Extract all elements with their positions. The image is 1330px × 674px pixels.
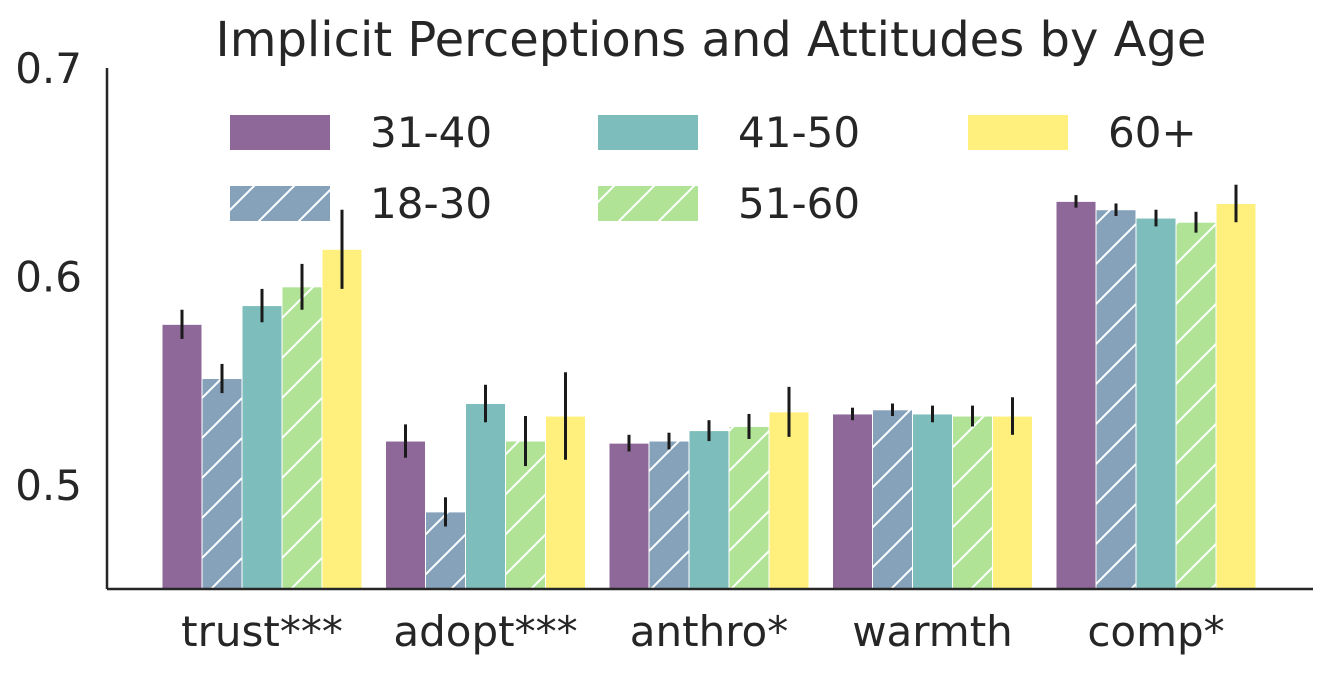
bar-60-warmth (992, 415, 1033, 590)
x-tick-label-warmth: warmth (852, 607, 1013, 656)
legend: 31-40 41-50 60+ 18-30 51-60 (230, 108, 1197, 228)
bar-41-50-comp (1135, 217, 1177, 590)
legend-label-31-40: 31-40 (370, 108, 492, 157)
bar-41-50-warmth (912, 413, 953, 590)
bar-18-30-warmth-hatch (872, 409, 913, 589)
error-bars-group (180, 184, 1238, 527)
x-tick-label-comp: comp* (1087, 607, 1224, 656)
y-tick-label: 0.7 (15, 44, 82, 93)
legend-label-41-50: 41-50 (738, 108, 860, 157)
chart-title: Implicit Perceptions and Attitudes by Ag… (216, 12, 1207, 68)
bar-41-50-trust (241, 305, 283, 590)
bar-60-comp (1215, 202, 1257, 590)
bar-41-50-anthro (688, 430, 730, 590)
legend-swatch-hatch-18-30 (230, 186, 330, 221)
legend-label-60: 60+ (1108, 108, 1197, 157)
bar-51-60-anthro-hatch (729, 426, 769, 589)
legend-label-18-30: 18-30 (370, 179, 492, 228)
x-tick-label-trust: trust*** (181, 607, 343, 656)
bars-group (161, 200, 1257, 590)
y-tick-labels: 0.5 0.6 0.7 (15, 44, 82, 510)
bar-51-60-trust-hatch (282, 286, 322, 589)
legend-swatch-hatch-51-60 (598, 186, 698, 221)
bar-51-60-comp-hatch (1176, 222, 1216, 589)
y-tick-label: 0.6 (15, 252, 82, 301)
bar-18-30-trust-hatch (202, 378, 242, 589)
x-tick-label-adopt: adopt*** (393, 607, 577, 656)
legend-swatch-41-50 (598, 115, 698, 150)
legend-swatch-31-40 (230, 115, 330, 150)
x-tick-labels: trust*** adopt*** anthro* warmth comp* (181, 607, 1225, 656)
bar-51-60-warmth-hatch (952, 416, 993, 589)
bar-31-40-adopt (385, 440, 426, 590)
bar-31-40-comp (1055, 200, 1097, 590)
bar-18-30-comp-hatch (1096, 209, 1136, 589)
bar-60-trust (321, 248, 363, 590)
legend-swatch-60 (968, 115, 1068, 150)
bar-60-anthro (768, 411, 810, 590)
legend-label-51-60: 51-60 (738, 179, 860, 228)
bar-41-50-adopt (465, 403, 506, 590)
bar-31-40-anthro (608, 442, 650, 590)
x-tick-label-anthro: anthro* (630, 607, 788, 656)
bar-31-40-trust (161, 323, 203, 590)
bar-31-40-warmth (832, 413, 873, 590)
y-tick-label: 0.5 (15, 461, 82, 510)
bar-18-30-anthro-hatch (649, 441, 689, 589)
